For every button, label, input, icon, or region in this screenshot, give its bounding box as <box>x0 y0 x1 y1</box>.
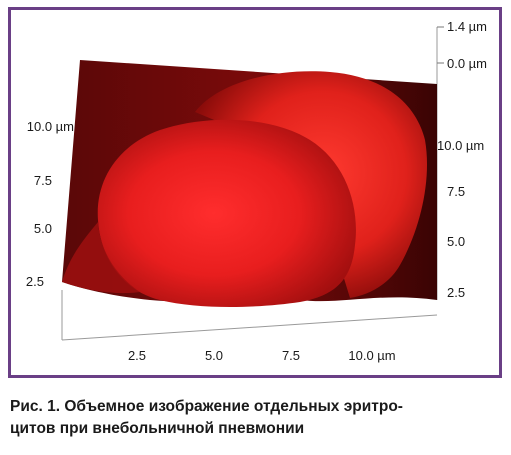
left-tick-label: 7.5 <box>34 173 52 188</box>
bottom-tick-label: 5.0 <box>205 348 223 363</box>
left-tick-label: 2.5 <box>26 274 44 289</box>
right-tick-label: 2.5 <box>447 285 465 300</box>
surface-left-flank <box>62 222 140 294</box>
bottom-tick-label: 10.0 µm <box>348 348 395 363</box>
z-tick-label: 1.4 µm <box>447 19 487 34</box>
right-tick-label: 7.5 <box>447 184 465 199</box>
left-tick-label: 10.0 µm <box>27 119 74 134</box>
bottom-axis-line <box>61 314 438 341</box>
bottom-axis: 2.5 5.0 7.5 10.0 µm <box>128 348 396 363</box>
bottom-tick-label: 2.5 <box>128 348 146 363</box>
caption-line-1: Рис. 1. Объемное изображение отдельных э… <box>10 398 403 415</box>
bottom-tick-label: 7.5 <box>282 348 300 363</box>
right-tick-label: 5.0 <box>447 234 465 249</box>
left-tick-label: 5.0 <box>34 221 52 236</box>
right-axis: 10.0 µm 7.5 5.0 2.5 <box>437 138 484 300</box>
right-tick-label: 10.0 µm <box>437 138 484 153</box>
erythrocyte-front <box>97 119 356 307</box>
left-axis: 10.0 µm 7.5 5.0 2.5 <box>26 119 74 289</box>
caption-line-2: цитов при внебольничной пневмонии <box>10 420 305 437</box>
z-tick-label: 0.0 µm <box>447 56 487 71</box>
z-axis: 1.4 µm 0.0 µm <box>437 19 487 71</box>
figure-caption: Рис. 1. Объемное изображение отдельных э… <box>10 396 505 440</box>
